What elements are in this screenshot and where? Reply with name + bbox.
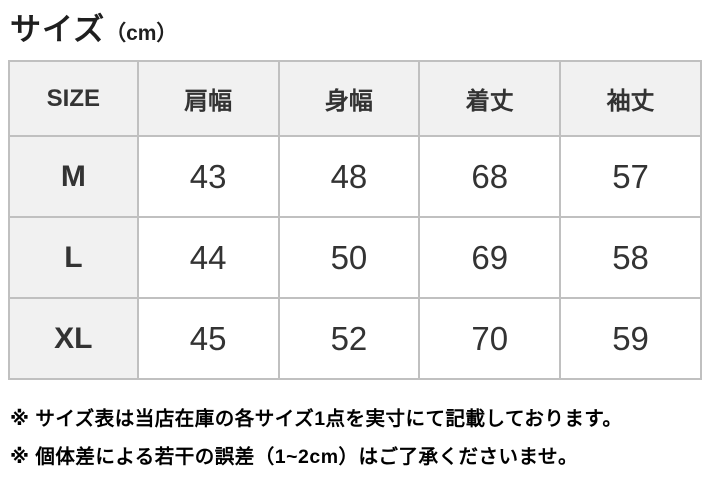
cell-xl-sleeve-length: 59: [559, 297, 702, 381]
page-title: サイズ（cm）: [10, 12, 702, 47]
page-title-text: サイズ: [10, 12, 106, 47]
row-header-size-m: M: [8, 135, 139, 219]
table-row-l: L 44 50 69 58: [8, 216, 702, 300]
column-header-body-width: 身幅: [277, 60, 421, 138]
row-header-size-xl: XL: [8, 297, 139, 381]
cell-xl-shoulder-width: 45: [136, 297, 280, 381]
table-header-row: SIZE 肩幅 身幅 着丈 袖丈: [8, 60, 702, 138]
cell-l-sleeve-length: 58: [559, 216, 702, 300]
cell-m-sleeve-length: 57: [559, 135, 702, 219]
page-title-unit: （cm）: [105, 22, 178, 45]
column-header-length: 着丈: [418, 60, 562, 138]
cell-l-body-width: 50: [277, 216, 421, 300]
table-row-m: M 43 48 68 57: [8, 135, 702, 219]
column-header-sleeve-length: 袖丈: [559, 60, 702, 138]
table-row-xl: XL 45 52 70 59: [8, 297, 702, 381]
row-header-size-l: L: [8, 216, 139, 300]
cell-l-shoulder-width: 44: [136, 216, 280, 300]
cell-xl-length: 70: [418, 297, 562, 381]
column-header-shoulder-width: 肩幅: [136, 60, 280, 138]
footnote-measurement-disclaimer: ※ サイズ表は当店在庫の各サイズ1点を実寸にて記載しております。: [10, 408, 623, 431]
cell-xl-body-width: 52: [277, 297, 421, 381]
column-header-size: SIZE: [8, 60, 139, 138]
size-table: SIZE 肩幅 身幅 着丈 袖丈 M 43 48 68 57 L 44 50 6…: [8, 60, 702, 381]
footnote-tolerance-disclaimer: ※ 個体差による若干の誤差（1~2cm）はご了承くださいませ。: [10, 446, 578, 469]
cell-m-body-width: 48: [277, 135, 421, 219]
cell-m-shoulder-width: 43: [136, 135, 280, 219]
cell-l-length: 69: [418, 216, 562, 300]
cell-m-length: 68: [418, 135, 562, 219]
footnotes: ※ サイズ表は当店在庫の各サイズ1点を実寸にて記載しております。 ※ 個体差によ…: [10, 404, 702, 472]
